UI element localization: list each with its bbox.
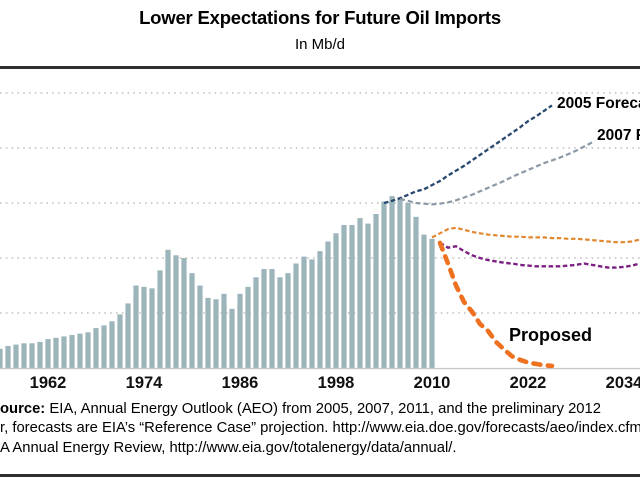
x-tick-label: 2010	[414, 374, 451, 392]
history-bar	[365, 223, 371, 368]
history-bar	[29, 343, 35, 369]
history-bar	[117, 314, 123, 368]
x-tick-label: 1962	[30, 374, 67, 392]
history-bar	[13, 344, 19, 368]
x-axis-labels: 1962 1974 1986 1998 2010 2022 2034	[30, 374, 640, 392]
label-2005-forecast: 2005 Forecast	[557, 95, 640, 112]
history-bar	[189, 273, 195, 368]
history-bar	[69, 335, 75, 368]
history-bar	[429, 238, 435, 369]
chart-title: Lower Expectations for Future Oil Import…	[139, 7, 501, 28]
source-line-1: ource: EIA, Annual Energy Outlook (AEO) …	[0, 400, 640, 419]
history-bar	[317, 251, 323, 368]
x-tick-label: 2034	[606, 374, 640, 392]
label-2007-forecast: 2007 Forecast	[597, 127, 640, 144]
history-bar	[165, 249, 171, 369]
history-bar	[77, 333, 83, 368]
history-bar	[397, 197, 403, 368]
x-tick-label: 1986	[222, 374, 259, 392]
history-bar	[413, 216, 419, 369]
history-bar	[149, 288, 155, 369]
history-bar	[309, 259, 315, 368]
history-bar	[101, 325, 107, 368]
history-bar	[373, 214, 379, 368]
source-note: ource: EIA, Annual Energy Outlook (AEO) …	[0, 400, 640, 458]
forecast-lines	[383, 104, 640, 369]
bottom-rule	[0, 474, 640, 477]
history-bar	[37, 341, 43, 368]
history-bar	[61, 336, 67, 368]
history-bar	[109, 321, 115, 369]
forecast-line-f2012	[439, 241, 640, 269]
history-bar	[133, 285, 139, 368]
history-bar	[181, 258, 187, 368]
history-bar	[173, 255, 179, 369]
history-bar	[45, 339, 51, 368]
history-bars	[0, 196, 435, 369]
x-tick-label: 2022	[510, 374, 547, 392]
source-line-1-text: EIA, Annual Energy Outlook (AEO) from 20…	[45, 401, 601, 417]
history-bar	[0, 348, 3, 369]
history-bar	[293, 263, 299, 368]
source-label-fragment: ource:	[0, 401, 46, 417]
history-bar	[197, 285, 203, 368]
history-bar	[93, 328, 99, 368]
history-bar	[261, 269, 267, 368]
forecast-line-proposed	[437, 240, 555, 369]
history-bar	[237, 293, 243, 369]
history-bar	[85, 332, 91, 369]
forecast-line-f2005	[383, 104, 553, 205]
history-bar	[389, 196, 395, 368]
history-bar	[357, 218, 363, 368]
history-bar	[325, 241, 331, 368]
chart-plot: 1962 1974 1986 1998 2010 2022 2034 2005 Foreca…	[0, 92, 640, 392]
forecast-line-f2011	[431, 226, 640, 244]
history-bar	[421, 234, 427, 368]
history-bar	[301, 256, 307, 368]
history-bar	[269, 269, 275, 368]
history-bar	[381, 201, 387, 368]
source-line-2: r, forecasts are EIA’s “Reference Case” …	[0, 420, 640, 437]
history-bar	[405, 203, 411, 368]
forecast-line-f2007	[399, 141, 593, 206]
history-bar	[141, 286, 147, 368]
history-bar	[5, 346, 11, 368]
history-bar	[125, 303, 131, 368]
history-bar	[205, 297, 211, 368]
label-proposed: Proposed	[509, 325, 592, 345]
history-bar	[349, 225, 355, 368]
chart-subtitle: In Mb/d	[294, 36, 346, 53]
history-bar	[341, 225, 347, 368]
history-bar	[253, 277, 259, 369]
history-bar	[53, 337, 59, 369]
history-bar	[157, 270, 163, 368]
history-bar	[221, 293, 227, 369]
history-bar	[21, 343, 27, 369]
top-rule	[0, 66, 640, 69]
history-bar	[245, 286, 251, 368]
x-tick-label: 1974	[126, 374, 164, 392]
history-bar	[229, 308, 235, 368]
history-bar	[213, 299, 219, 369]
source-line-3: A Annual Energy Review, http://www.eia.g…	[0, 439, 457, 456]
history-bar	[333, 233, 339, 369]
history-bar	[277, 277, 283, 369]
history-bar	[285, 273, 291, 368]
x-tick-label: 1998	[318, 374, 355, 392]
